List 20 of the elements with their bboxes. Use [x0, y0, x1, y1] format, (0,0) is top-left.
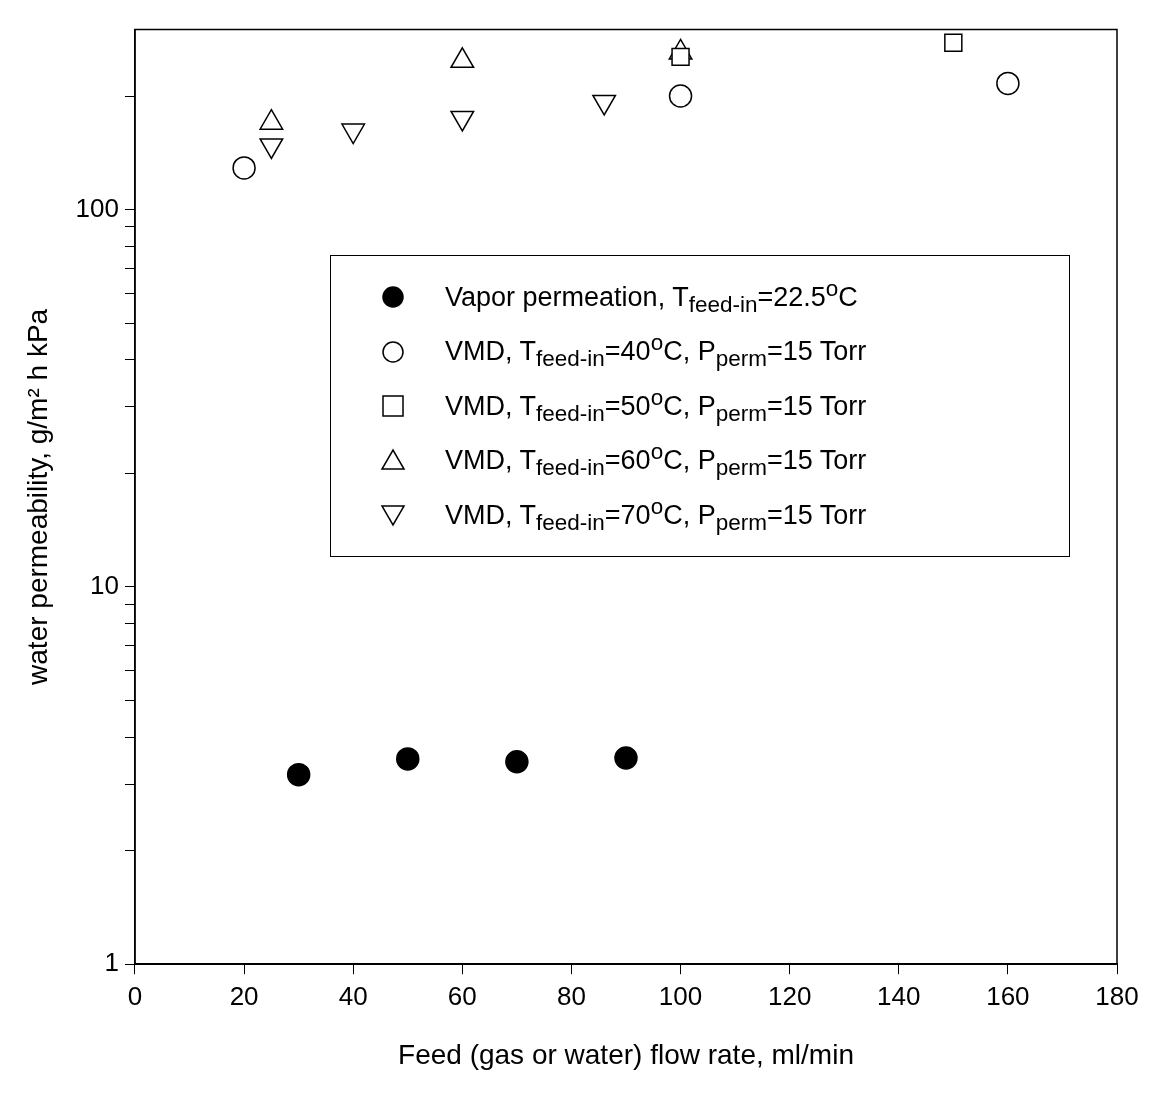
- legend-label: VMD, T$_{feed-in}$=50$^{o}$C, P$_{perm}$=15 Torr: [445, 384, 867, 428]
- x-tick-label: 180: [1095, 980, 1139, 1011]
- x-tick-label: 80: [556, 980, 586, 1011]
- x-tick-label: 120: [767, 980, 812, 1011]
- x-axis-title: Feed (gas or water) flow rate, ml/min: [398, 1038, 854, 1070]
- x-tick-label: 20: [229, 980, 259, 1011]
- legend-label: VMD, T$_{feed-in}$=60$^{o}$C, P$_{perm}$=15 Torr: [445, 439, 867, 482]
- y-tick-label: 10: [90, 570, 119, 601]
- x-tick-label: 60: [447, 980, 477, 1011]
- x-tick-label: 140: [877, 980, 921, 1011]
- y-tick-label: 1: [104, 947, 119, 978]
- x-tick-label: 160: [986, 980, 1030, 1011]
- legend-label: VMD, T$_{feed-in}$=40$^{o}$C, P$_{perm}$=15 Torr: [445, 330, 867, 373]
- y-tick-label: 100: [75, 192, 119, 223]
- y-axis-title: water permeability, g/m² h kPa: [21, 308, 53, 686]
- x-tick-label: 100: [658, 980, 703, 1011]
- legend-label: Vapor permeation, T$_{feed-in}$=22.5$^{o}$C: [445, 276, 858, 319]
- x-tick-label: 40: [338, 980, 368, 1011]
- x-tick-label: 0: [127, 980, 143, 1011]
- legend-label: VMD, T$_{feed-in}$=70$^{o}$C, P$_{perm}$=15 Torr: [445, 493, 867, 536]
